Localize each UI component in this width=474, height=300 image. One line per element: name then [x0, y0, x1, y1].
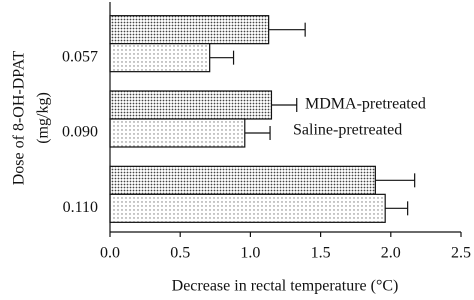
- x-tick-label: 0.5: [170, 245, 190, 262]
- x-axis-label: Decrease in rectal temperature (°C): [172, 278, 399, 295]
- bar: [109, 90, 273, 120]
- y-tick-label: 0.057: [62, 48, 98, 65]
- legend-label: MDMA-pretreated: [305, 96, 426, 113]
- bar: [109, 43, 211, 73]
- bar: [109, 118, 246, 148]
- y-axis-label: Dose of 8-OH-DPAT: [11, 51, 28, 186]
- bar: [109, 15, 270, 45]
- y-axis-label: (mg/kg): [35, 92, 52, 144]
- y-tick-label: 0.110: [63, 199, 98, 216]
- x-tick-label: 1.0: [240, 245, 260, 262]
- legend-label: Saline-pretreated: [293, 122, 402, 139]
- x-tick-label: 2.0: [381, 245, 401, 262]
- bar: [109, 193, 386, 223]
- x-tick-label: 2.5: [451, 245, 471, 262]
- y-tick-label: 0.090: [62, 124, 98, 141]
- x-tick-label: 0.0: [100, 245, 120, 262]
- x-tick-label: 1.5: [311, 245, 331, 262]
- bar: [109, 165, 376, 195]
